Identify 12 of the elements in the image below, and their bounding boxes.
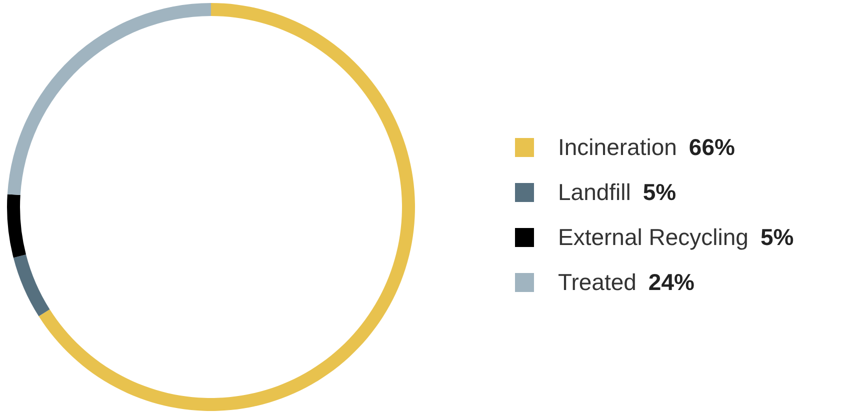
- donut-slice: [13, 254, 50, 316]
- data-label: 5%: [760, 224, 794, 250]
- data-label: 66%: [688, 134, 735, 160]
- legend-label: Landfill: [558, 179, 631, 205]
- donut-slice: [7, 3, 211, 196]
- data-label: 24%: [648, 269, 694, 295]
- data-label: 5%: [642, 179, 676, 205]
- legend-label: External Recycling: [558, 224, 748, 250]
- legend-label: Treated: [558, 269, 636, 295]
- donut-slice: [7, 194, 26, 258]
- legend-label: Incineration: [558, 134, 677, 160]
- donut-slice: [38, 3, 415, 411]
